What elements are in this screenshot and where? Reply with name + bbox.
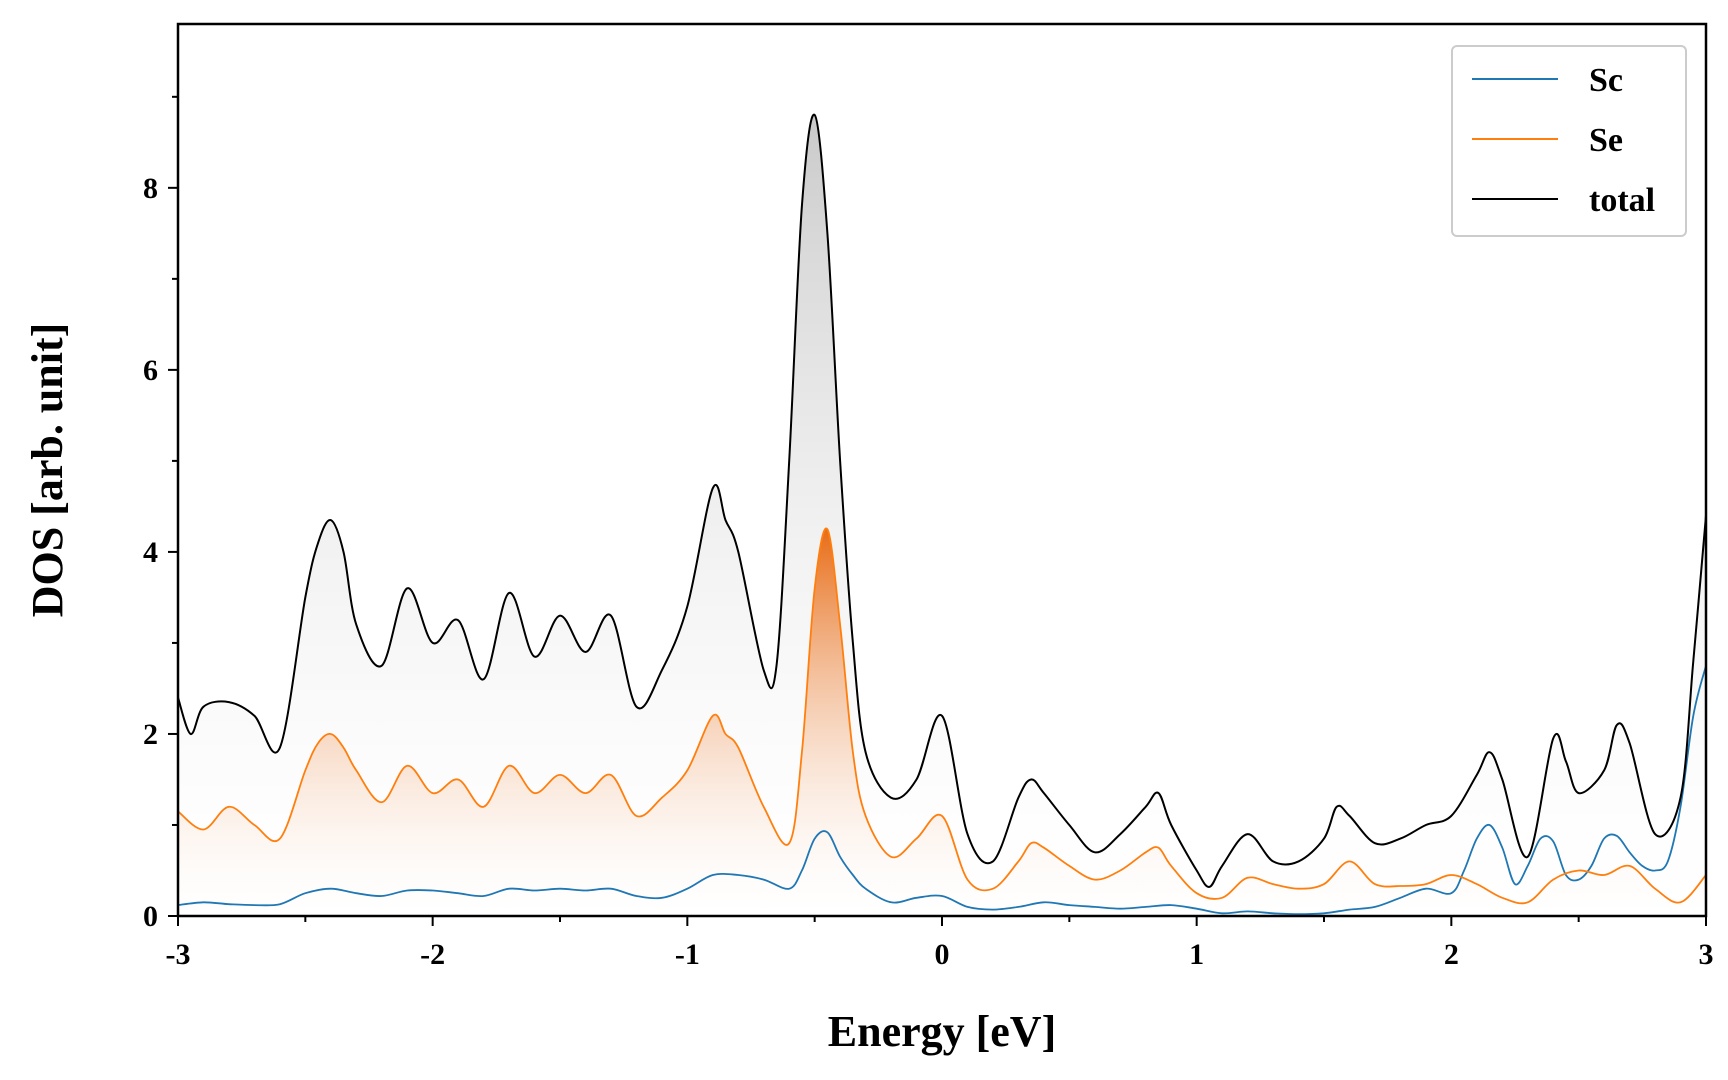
x-tick-label: 0 [935,938,950,971]
legend-label-se: Se [1589,122,1623,159]
x-tick-label: -3 [166,938,191,971]
legend-label-total: total [1589,182,1655,219]
x-tick-label: 1 [1189,938,1204,971]
x-axis-title: Energy [eV] [828,1007,1057,1056]
x-tick-label: -2 [420,938,445,971]
y-tick-label: 0 [143,900,158,933]
y-axis: 0 2 4 6 8 [143,95,178,933]
y-tick-label: 8 [143,172,158,205]
y-tick-label: 4 [143,536,158,569]
legend: Sc Se total [1451,45,1687,237]
legend-label-sc: Sc [1589,62,1623,99]
y-axis-title: DOS [arb. unit] [23,323,72,618]
x-axis: -3 -2 -1 0 1 2 3 [166,916,1714,971]
y-tick-label: 2 [143,718,158,751]
series-lines [178,113,1706,916]
y-tick-label: 6 [143,354,158,387]
x-tick-label: -1 [675,938,700,971]
area-fill-se [178,528,1706,916]
area-fills [178,114,1706,916]
series-line-sc [178,665,1706,916]
x-tick-label: 3 [1699,938,1714,971]
legend-box [1451,45,1687,237]
series-line-se [178,527,1706,905]
area-fill-total [178,114,1706,916]
series-line-total [178,113,1706,888]
x-tick-label: 2 [1444,938,1459,971]
